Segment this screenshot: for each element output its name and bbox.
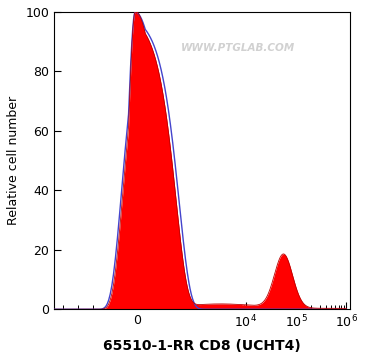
Y-axis label: Relative cell number: Relative cell number (7, 96, 20, 225)
X-axis label: 65510-1-RR CD8 (UCHT4): 65510-1-RR CD8 (UCHT4) (103, 339, 301, 353)
Text: WWW.PTGLAB.COM: WWW.PTGLAB.COM (181, 42, 295, 53)
